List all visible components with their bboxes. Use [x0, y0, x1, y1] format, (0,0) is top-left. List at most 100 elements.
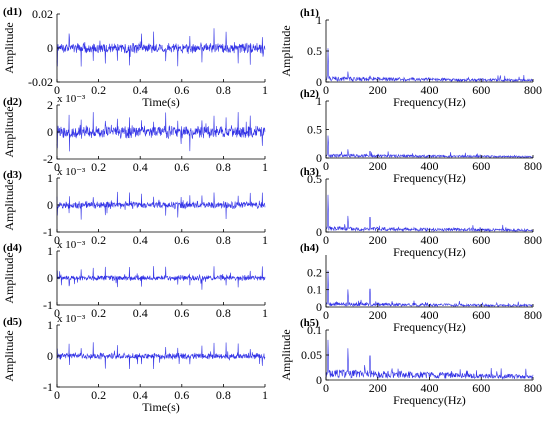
y-tick-label-d5: 1 [47, 318, 53, 332]
x-tick-label-d5: 0 [54, 388, 60, 402]
y-tick-label-h1: 1 [316, 13, 322, 27]
y-tick-label-d1: 0.02 [32, 7, 53, 21]
y-axis-label-d1: Amplitude [2, 22, 16, 73]
x-tick-label-h5: 200 [369, 381, 387, 395]
x-tick-label-d3: 1 [262, 233, 268, 247]
exponent-d2: x 10⁻³ [57, 93, 86, 105]
panel-label-h4: (h4) [300, 242, 319, 254]
signal-line-d5 [56, 342, 266, 370]
x-tick-label-d2: 0.6 [174, 160, 189, 174]
axes-h3 [325, 179, 533, 233]
axes-h2 [325, 101, 533, 159]
x-tick-label-h2: 800 [524, 159, 542, 173]
panel-d1: 0 0.2 0.4 0.6 0.8 1-0.0200.02(d1)AmplitudeTim… [2, 6, 268, 109]
x-tick-label-d5: 1 [262, 388, 268, 402]
y-tick-label-d4: 0 [47, 271, 53, 285]
x-tick-label-d4: 0.2 [91, 306, 106, 320]
x-tick-label-h3: 800 [524, 233, 542, 247]
signal-line-d2 [56, 112, 266, 152]
x-tick-label-d3: 0 [54, 233, 60, 247]
x-tick-label-d2: 0.8 [216, 160, 231, 174]
x-tick-label-d4: 0.4 [133, 306, 148, 320]
x-tick-label-h4: 400 [421, 308, 439, 322]
panel-label-h1: (h1) [300, 7, 319, 19]
x-tick-label-h3: 0 [323, 233, 329, 247]
y-tick-label-d3: 1 [47, 171, 53, 185]
x-tick-label-d3: 0.4 [133, 233, 148, 247]
x-tick-label-d2: 0 [54, 160, 60, 174]
x-tick-label-h1: 200 [369, 83, 387, 97]
x-tick-label-h4: 800 [524, 308, 542, 322]
x-axis-label-h3: Frequency(Hz) [393, 245, 466, 259]
signal-line-d4 [56, 266, 266, 290]
panel-label-d1: (d1) [3, 6, 22, 18]
axes-h4 [325, 255, 533, 308]
x-tick-label-h3: 400 [421, 233, 439, 247]
x-tick-label-d1: 0.8 [216, 83, 231, 97]
y-axis-label-d2: Amplitude [2, 106, 16, 157]
x-tick-label-d3: 0.6 [174, 233, 189, 247]
x-tick-label-h3: 600 [472, 233, 490, 247]
signal-line-d1 [56, 28, 266, 67]
x-axis-label-h4: Frequency(Hz) [393, 320, 466, 334]
panel-label-d5: (d5) [3, 316, 22, 328]
signal-line-d3 [56, 191, 266, 220]
axes-d3 [56, 178, 265, 233]
y-tick-label-d2: 0 [47, 125, 53, 139]
x-tick-label-h4: 600 [472, 308, 490, 322]
y-tick-label-h3: 0.5 [307, 172, 322, 186]
y-axis-label-d4: Amplitude [2, 252, 16, 303]
x-tick-label-d5: 0.2 [91, 388, 106, 402]
y-tick-label-h5: 0.1 [307, 323, 322, 337]
x-tick-label-d1: 1 [262, 83, 268, 97]
x-tick-label-h2: 0 [323, 159, 329, 173]
x-tick-label-d5: 0.6 [174, 388, 189, 402]
x-tick-label-d3: 0.2 [91, 233, 106, 247]
x-tick-label-h2: 600 [472, 159, 490, 173]
axes-h1 [325, 20, 533, 83]
x-tick-label-d2: 1 [262, 160, 268, 174]
y-tick-label-h4: 0 [316, 300, 322, 314]
x-tick-label-h1: 0 [323, 83, 329, 97]
x-tick-label-d1: 0 [54, 83, 60, 97]
panel-label-d4: (d4) [3, 242, 22, 254]
y-tick-label-h4: 0.1 [307, 283, 322, 297]
x-tick-label-d5: 0.4 [133, 388, 148, 402]
y-axis-label-h1: Amplitude [279, 25, 293, 76]
y-tick-label-h4: 0.2 [307, 265, 322, 279]
panel-h5: 0 200 400 600 800 0 0.05 0.1(h5) Amplitude Freque… [279, 317, 542, 407]
x-tick-label-h1: 600 [472, 83, 490, 97]
x-tick-label-h5: 600 [472, 381, 490, 395]
x-tick-label-h1: 400 [421, 83, 439, 97]
y-tick-label-d2: -2 [43, 152, 53, 166]
x-axis-label-d1: Time(s) [142, 95, 180, 109]
y-tick-label-d3: 0 [47, 198, 53, 212]
y-tick-label-d1: -0.02 [28, 75, 53, 89]
x-tick-label-d1: 0.6 [174, 83, 189, 97]
x-tick-label-h5: 400 [421, 381, 439, 395]
y-tick-label-h2: 0 [316, 151, 322, 165]
x-tick-label-h5: 0 [323, 381, 329, 395]
y-tick-label-d4: -1 [43, 298, 53, 312]
x-tick-label-d2: 0.2 [91, 160, 106, 174]
signal-line-h1 [325, 48, 534, 83]
x-tick-label-h2: 200 [369, 159, 387, 173]
x-tick-label-d1: 0.2 [91, 83, 106, 97]
y-tick-label-h2: 1 [316, 94, 322, 108]
panel-label-h2: (h2) [300, 88, 319, 100]
x-tick-label-h1: 800 [524, 83, 542, 97]
panel-h1: 0 200 400 600 80000.51(h1)AmplitudeFrequency… [279, 7, 542, 109]
x-tick-label-d4: 0 [54, 306, 60, 320]
x-tick-label-h3: 200 [369, 233, 387, 247]
y-tick-label-h3: 0 [316, 225, 322, 239]
x-tick-label-d4: 0.6 [174, 306, 189, 320]
panel-label-d2: (d2) [3, 96, 22, 108]
y-axis-label-h5: Amplitude [279, 329, 293, 380]
exponent-d3: x 10⁻³ [57, 166, 86, 178]
y-tick-label-d2: 2 [47, 98, 53, 112]
